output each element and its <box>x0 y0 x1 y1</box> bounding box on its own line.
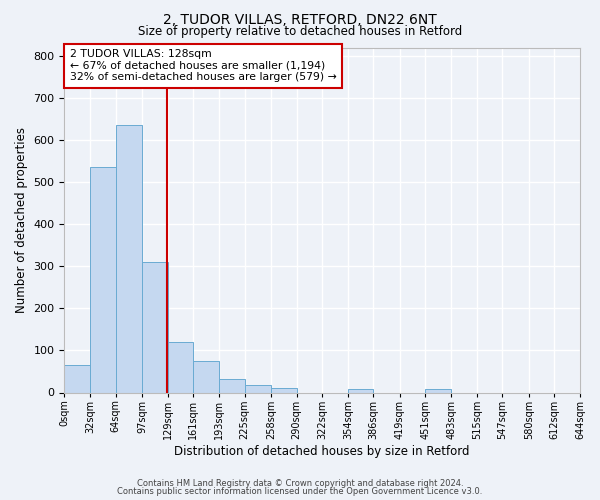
Text: 2, TUDOR VILLAS, RETFORD, DN22 6NT: 2, TUDOR VILLAS, RETFORD, DN22 6NT <box>163 12 437 26</box>
Bar <box>425 389 451 392</box>
Text: Size of property relative to detached houses in Retford: Size of property relative to detached ho… <box>138 25 462 38</box>
Text: Contains public sector information licensed under the Open Government Licence v3: Contains public sector information licen… <box>118 487 482 496</box>
Bar <box>193 361 219 392</box>
Y-axis label: Number of detached properties: Number of detached properties <box>15 127 28 313</box>
X-axis label: Distribution of detached houses by size in Retford: Distribution of detached houses by size … <box>175 444 470 458</box>
Bar <box>271 388 296 392</box>
Bar <box>90 168 116 392</box>
Bar <box>219 379 245 392</box>
Bar <box>142 262 167 392</box>
Bar <box>167 342 193 392</box>
Bar <box>348 389 373 392</box>
Text: Contains HM Land Registry data © Crown copyright and database right 2024.: Contains HM Land Registry data © Crown c… <box>137 478 463 488</box>
Bar <box>64 365 90 392</box>
Bar <box>245 385 271 392</box>
Bar <box>116 126 142 392</box>
Text: 2 TUDOR VILLAS: 128sqm
← 67% of detached houses are smaller (1,194)
32% of semi-: 2 TUDOR VILLAS: 128sqm ← 67% of detached… <box>70 49 337 82</box>
